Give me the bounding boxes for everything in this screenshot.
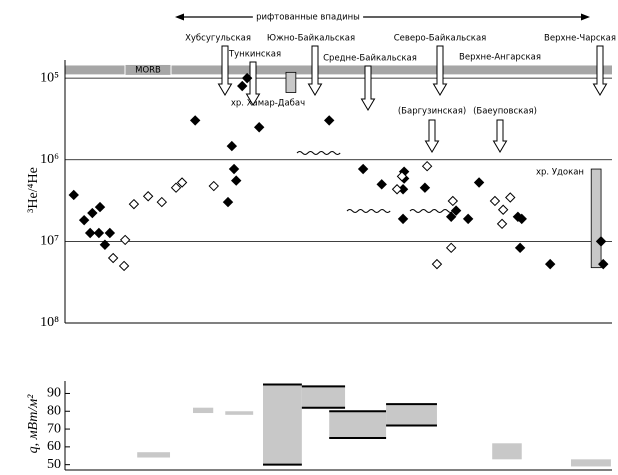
range-label: хр. Удокан <box>536 168 584 178</box>
filled-diamond <box>93 227 105 239</box>
open-diamond <box>489 195 501 207</box>
filled-diamond <box>68 189 79 201</box>
filled-diamond <box>87 207 98 219</box>
filled-diamond <box>84 227 96 239</box>
basin-label: Тункинская <box>228 50 281 60</box>
heat-flow-range <box>301 386 346 408</box>
filled-diamond <box>323 115 335 126</box>
open-diamond <box>496 218 508 230</box>
filled-diamond <box>241 72 253 84</box>
heat-flow-range <box>329 411 387 438</box>
open-diamond <box>447 195 459 207</box>
y-tick-label: 70 <box>47 421 61 436</box>
open-diamond <box>176 177 188 188</box>
filled-diamond <box>473 177 485 188</box>
open-diamond <box>431 258 443 270</box>
y-tick-label: 10⁷ <box>40 234 59 249</box>
heat-flow-range <box>263 384 302 465</box>
y-tick-label: 80 <box>47 403 61 418</box>
range-label: хр. Хамар-Дабач <box>231 99 305 109</box>
span-label: рифтованные впадины <box>256 13 360 23</box>
y-axis-label: ³He/⁴He <box>26 167 41 213</box>
basin-label: Верхне-Ангарская <box>459 53 541 63</box>
y-tick-label: 60 <box>47 439 61 454</box>
filled-diamond <box>462 213 474 225</box>
filled-diamond <box>99 239 111 250</box>
filled-diamond <box>419 182 431 193</box>
filled-diamond <box>222 196 234 208</box>
y-tick-label: 10⁸ <box>40 315 59 330</box>
open-diamond <box>128 198 140 210</box>
open-diamond <box>208 180 219 192</box>
open-diamond <box>391 184 403 195</box>
basin-label: Средне-Байкальская <box>323 54 417 64</box>
y-axis-label: q, мВт/м² <box>26 394 41 454</box>
open-diamond <box>396 171 408 182</box>
y-tick-label: 10⁶ <box>40 152 59 167</box>
wavy-line <box>346 209 391 213</box>
heat-flow-range <box>225 411 254 415</box>
basin-label: (Баеуповская) <box>473 107 537 117</box>
filled-diamond <box>445 211 457 223</box>
open-diamond <box>170 182 182 193</box>
filled-diamond <box>231 175 242 186</box>
filled-diamond <box>450 205 462 216</box>
heat-flow-range <box>137 452 171 458</box>
filled-diamond <box>598 258 609 270</box>
filled-diamond <box>104 227 116 239</box>
basin-label: (Баргузинская) <box>398 107 466 117</box>
basin-label: Южно-Байкальская <box>267 34 355 44</box>
wavy-line <box>409 209 454 213</box>
wavy-lines <box>296 151 454 213</box>
hollow-arrow <box>424 119 440 153</box>
filled-diamond <box>544 258 556 270</box>
filled-diamond <box>237 80 248 92</box>
open-diamond <box>497 204 509 215</box>
open-diamond <box>156 196 168 208</box>
hollow-arrow <box>360 65 376 111</box>
open-diamond <box>119 234 131 246</box>
y-tick-label: 50 <box>47 457 61 472</box>
filled-diamond <box>397 213 409 225</box>
wavy-line <box>296 151 341 155</box>
open-diamond <box>505 192 516 203</box>
heat-flow-range <box>386 404 437 426</box>
hollow-arrow <box>307 45 323 96</box>
open-diamond <box>445 242 457 254</box>
heat-flow-range <box>492 443 522 460</box>
hollow-arrow <box>245 61 261 106</box>
filled-diamond <box>376 179 387 190</box>
filled-diamond <box>253 122 265 133</box>
open-diamond <box>118 260 130 272</box>
filled-diamond <box>189 115 201 126</box>
open-diamond <box>107 252 119 264</box>
basin-label: Верхне-Чарская <box>544 34 616 44</box>
basin-label: Хубсугульская <box>185 34 251 44</box>
filled-diamond <box>514 242 526 254</box>
open-diamond <box>142 191 154 202</box>
morb-band <box>65 65 612 75</box>
morb-label: MORB <box>135 65 161 75</box>
filled-diamond <box>595 236 607 247</box>
hollow-arrow <box>492 119 508 153</box>
hollow-arrow <box>592 45 608 96</box>
filled-diamond <box>228 163 240 175</box>
heat-flow-range <box>570 459 611 467</box>
heat-flow-range <box>192 407 214 414</box>
hollow-arrow <box>217 45 233 96</box>
basin-label: Северо-Байкальская <box>394 34 487 44</box>
range-box <box>590 168 602 269</box>
filled-diamond <box>357 163 369 175</box>
filled-diamond <box>94 201 106 213</box>
filled-diamond <box>226 140 238 152</box>
morb-label-box <box>124 63 172 76</box>
filled-diamond <box>78 214 90 226</box>
y-tick-label: 90 <box>47 386 61 401</box>
open-diamond <box>421 160 433 172</box>
hollow-arrow <box>432 45 448 96</box>
range-box <box>285 71 297 93</box>
y-tick-label: 10⁵ <box>40 70 59 85</box>
filled-diamond <box>516 213 527 225</box>
